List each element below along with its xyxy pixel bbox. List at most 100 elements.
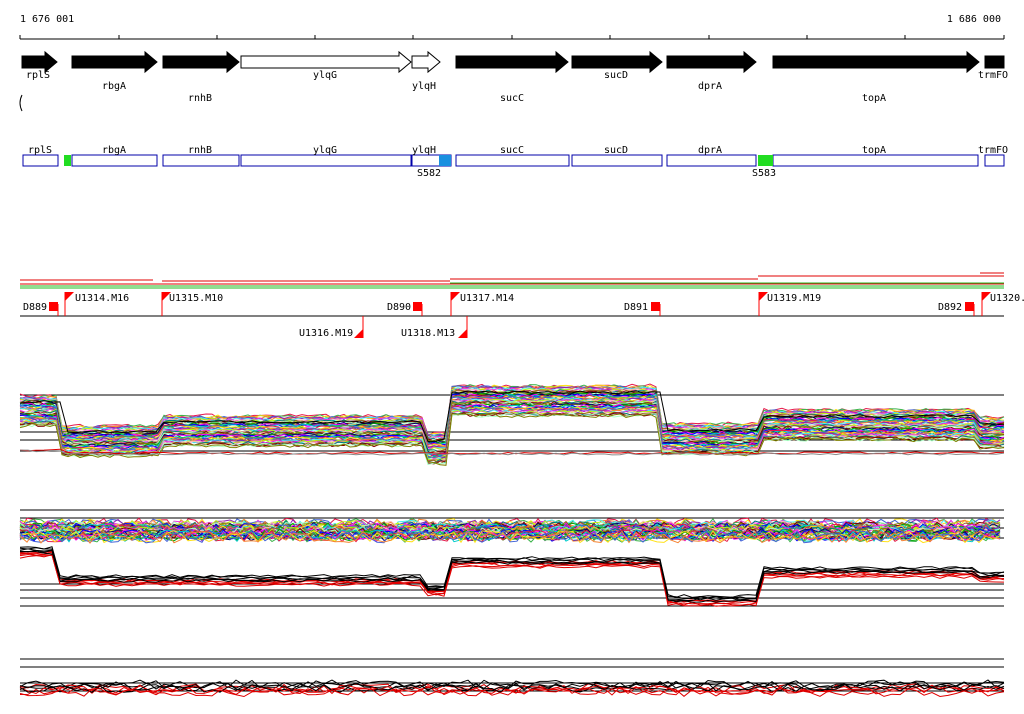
gene-arrow-rnhB — [162, 50, 240, 74]
flag-label-d889: D889 — [23, 302, 47, 313]
gene-arrow-dprA — [666, 50, 757, 74]
flag-label-d891: D891 — [624, 302, 648, 313]
flag-u1315 — [162, 292, 171, 301]
flag-label-u1316: U1316.M19 — [299, 328, 353, 339]
expression-panel-1 — [19, 383, 1005, 466]
site-marker-green — [64, 155, 71, 166]
gene-arrow-ylqH — [411, 50, 441, 74]
segment-label-trmFO: trmFO — [978, 145, 1008, 156]
panel-1-trace — [19, 411, 1005, 465]
panel-3-trace-red — [19, 687, 1005, 698]
gene-label-sucC: sucC — [500, 93, 524, 104]
segment-label-rnhB: rnhB — [188, 145, 212, 156]
panel-1-trace — [19, 412, 1005, 466]
flag-label-u1320: U1320. — [990, 293, 1024, 304]
gene-arrow-rbgA — [71, 50, 158, 74]
flag-label-u1314: U1314.M16 — [75, 293, 129, 304]
panel-1-trace — [19, 402, 1005, 456]
gene-label-rbgA: rbgA — [102, 81, 126, 92]
panel-2-trace-red — [19, 554, 1005, 607]
gene-arrow-topA — [772, 50, 980, 74]
segment-label-sucD: sucD — [604, 145, 628, 156]
flag-label-d890: D890 — [387, 302, 411, 313]
panel-2-trace — [19, 530, 1001, 544]
segment-label-ylqH: ylqH — [412, 145, 436, 156]
panel-1-trace — [19, 413, 1005, 466]
panel-3-trace-dark — [19, 683, 1005, 693]
gene-label-topA: topA — [862, 93, 886, 104]
gene-arrow-labels: rplS rbgA rnhB ylqG ylqH sucC sucD dprA … — [26, 70, 1008, 104]
segment-track — [22, 154, 1005, 167]
gene-label-trmFO: trmFO — [978, 70, 1008, 81]
expression-panel-3 — [19, 658, 1005, 698]
segment-label-dprA: dprA — [698, 145, 722, 156]
gene-label-dprA: dprA — [698, 81, 722, 92]
gene-label-ylqH: ylqH — [412, 81, 436, 92]
segment-topA — [772, 154, 979, 167]
coordinate-ruler: 1 676 001 1 686 000 — [19, 14, 1005, 40]
segment-ylqG — [240, 154, 412, 167]
panel-2-trace — [19, 529, 1001, 543]
panel-1-trace — [19, 409, 1005, 461]
partial-feature-mark — [19, 94, 23, 112]
expression-panel-2 — [19, 509, 1005, 607]
flag-label-u1318: U1318.M13 — [401, 328, 455, 339]
segment-dprA — [666, 154, 757, 167]
gene-arrow-track — [21, 50, 1005, 74]
segment-rnhB — [162, 154, 240, 167]
panel-1-trace — [19, 395, 1005, 449]
ruler-start-label: 1 676 001 — [20, 14, 74, 25]
site-marker-s583 — [758, 155, 773, 166]
segment-label-sucC: sucC — [500, 145, 524, 156]
gene-arrow-ylqG — [240, 50, 412, 74]
coverage-line-track — [20, 272, 1004, 289]
gene-label-sucD: sucD — [604, 70, 628, 81]
flag-d892 — [965, 302, 974, 311]
transcription-unit-track — [20, 292, 1004, 338]
panel-1-trace — [19, 384, 1005, 437]
flag-labels: D889 U1314.M16 U1315.M10 D890 U1317.M14 … — [23, 293, 1024, 339]
panel-1-trace-grey — [20, 449, 1005, 456]
segment-label-ylqG: ylqG — [313, 145, 337, 156]
panel-2-trace-dark — [19, 551, 1005, 603]
panel-2-trace — [19, 530, 1001, 544]
segment-sucC — [455, 154, 570, 167]
panel-2-trace-red — [19, 552, 1005, 605]
flag-u1320 — [982, 292, 991, 301]
segment-rplS — [22, 154, 59, 167]
flag-label-u1317: U1317.M14 — [460, 293, 514, 304]
gene-arrow-sucD — [571, 50, 663, 74]
panel-1-trace-red — [19, 448, 1005, 455]
panel-1-trace-dark — [19, 390, 1005, 443]
site-label-s582: S582 — [417, 168, 441, 179]
flag-label-u1315: U1315.M10 — [169, 293, 223, 304]
ruler-end-label: 1 686 000 — [947, 14, 1001, 25]
flag-label-d892: D892 — [938, 302, 962, 313]
panel-2-trace-dark — [19, 548, 1005, 601]
segment-trmFO — [984, 154, 1005, 167]
gene-label-rnhB: rnhB — [188, 93, 212, 104]
gene-arrow-rplS — [21, 50, 58, 74]
flag-d889 — [49, 302, 58, 311]
gene-arrow-trmFO — [984, 55, 1005, 69]
flag-u1314 — [65, 292, 74, 301]
flag-label-u1319: U1319.M19 — [767, 293, 821, 304]
flag-u1317 — [451, 292, 460, 301]
gene-arrow-sucC — [455, 50, 569, 74]
segment-labels: rplS rbgA rnhB ylqG ylqH sucC sucD dprA … — [28, 145, 1008, 156]
flag-u1319 — [759, 292, 768, 301]
segment-label-rbgA: rbgA — [102, 145, 126, 156]
site-label-s583: S583 — [752, 168, 776, 179]
segment-sucD — [571, 154, 663, 167]
segment-rbgA — [71, 154, 158, 167]
flag-d891 — [651, 302, 660, 311]
gene-label-rplS: rplS — [26, 70, 50, 81]
flag-d890 — [413, 302, 422, 311]
flag-u1316 — [354, 329, 363, 338]
panel-1-trace — [19, 397, 1005, 450]
segment-label-topA: topA — [862, 145, 886, 156]
gene-label-ylqG: ylqG — [313, 70, 337, 81]
site-marker-s582 — [439, 155, 451, 166]
segment-label-rplS: rplS — [28, 145, 52, 156]
